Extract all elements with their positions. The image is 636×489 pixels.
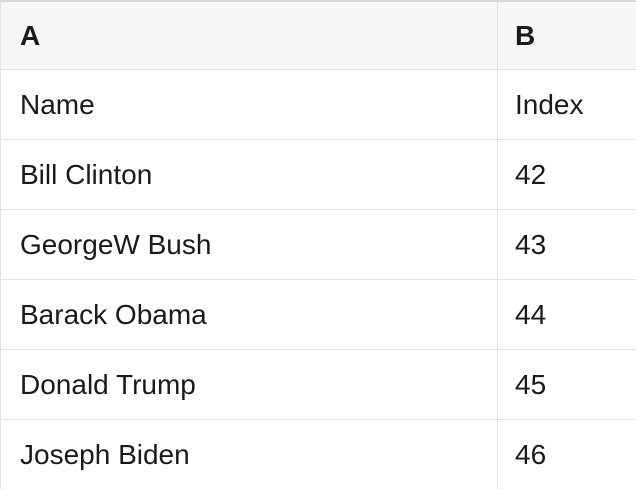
table-row: Bill Clinton 42	[1, 140, 636, 210]
cell-index[interactable]: 45	[498, 350, 636, 419]
cell-name-text: GeorgeW Bush	[20, 228, 212, 260]
cell-index[interactable]: 44	[498, 280, 636, 349]
table-row: Name Index	[1, 70, 636, 140]
cell-name[interactable]: Bill Clinton	[1, 140, 498, 209]
cell-index[interactable]: 42	[498, 140, 636, 209]
column-header-a-label: A	[20, 19, 41, 51]
column-header-b-label: B	[515, 19, 536, 51]
header-row: A B	[1, 2, 636, 70]
cell-index-text: 43	[515, 228, 547, 260]
cell-name[interactable]: Joseph Biden	[1, 420, 498, 489]
table-row: Donald Trump 45	[1, 350, 636, 420]
cell-name[interactable]: Barack Obama	[1, 280, 498, 349]
table-row: GeorgeW Bush 43	[1, 210, 636, 280]
cell-name[interactable]: GeorgeW Bush	[1, 210, 498, 279]
column-header-a[interactable]: A	[1, 2, 498, 69]
cell-index[interactable]: 46	[498, 420, 636, 489]
cell-index[interactable]: Index	[498, 70, 636, 139]
cell-name[interactable]: Name	[1, 70, 498, 139]
cell-name-text: Donald Trump	[20, 368, 196, 400]
cell-index[interactable]: 43	[498, 210, 636, 279]
cell-name[interactable]: Donald Trump	[1, 350, 498, 419]
cell-index-text: 46	[515, 439, 547, 470]
table-row: Joseph Biden 46	[1, 420, 636, 489]
cell-name-text: Bill Clinton	[20, 158, 153, 190]
cell-index-text: Index	[515, 88, 584, 120]
table-row: Barack Obama 44	[1, 280, 636, 350]
cell-name-text: Barack Obama	[20, 298, 207, 330]
cell-name-text: Name	[20, 88, 95, 120]
column-header-b[interactable]: B	[498, 2, 636, 69]
cell-index-text: 42	[515, 158, 547, 190]
cell-name-text: Joseph Biden	[20, 439, 190, 470]
cell-index-text: 45	[515, 368, 547, 400]
cell-index-text: 44	[515, 298, 547, 330]
